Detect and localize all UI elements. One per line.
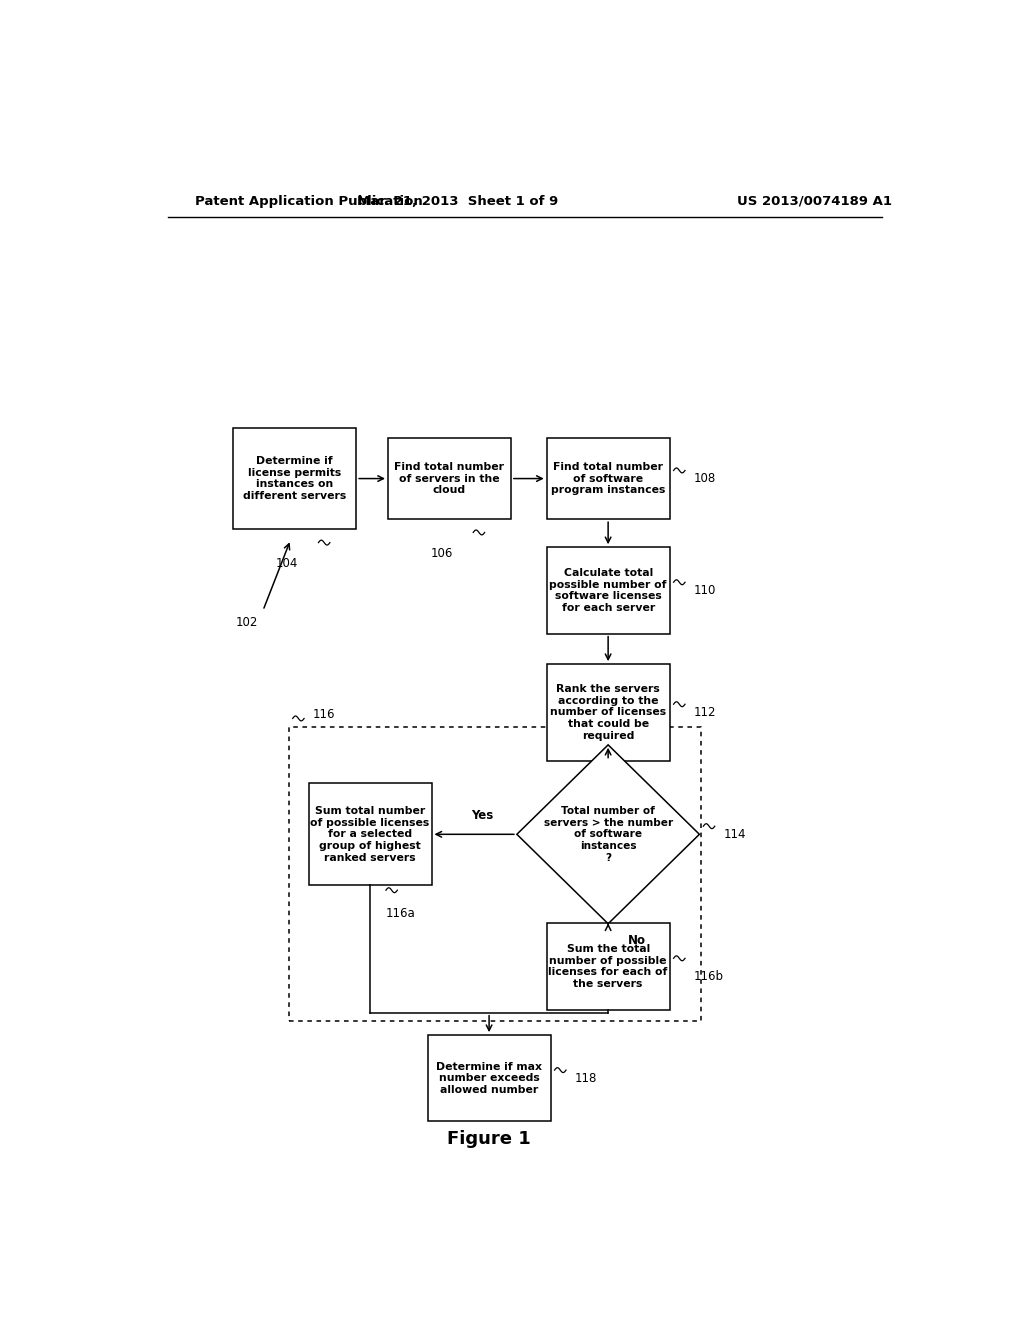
Text: Find total number
of software
program instances: Find total number of software program in… bbox=[551, 462, 666, 495]
Text: 116a: 116a bbox=[386, 907, 416, 920]
FancyBboxPatch shape bbox=[547, 664, 670, 760]
Text: Rank the servers
according to the
number of licenses
that could be
required: Rank the servers according to the number… bbox=[550, 684, 667, 741]
Text: 108: 108 bbox=[693, 473, 716, 484]
Text: 114: 114 bbox=[723, 828, 745, 841]
Bar bbox=[289, 726, 701, 1020]
Text: Figure 1: Figure 1 bbox=[447, 1130, 531, 1148]
Text: 110: 110 bbox=[693, 583, 716, 597]
Text: No: No bbox=[628, 935, 646, 946]
Text: 118: 118 bbox=[574, 1072, 597, 1085]
Text: 102: 102 bbox=[236, 615, 258, 628]
FancyBboxPatch shape bbox=[428, 1035, 551, 1122]
FancyBboxPatch shape bbox=[547, 923, 670, 1010]
Text: Sum total number
of possible licenses
for a selected
group of highest
ranked ser: Sum total number of possible licenses fo… bbox=[310, 807, 430, 862]
FancyBboxPatch shape bbox=[547, 438, 670, 519]
Text: Determine if max
number exceeds
allowed number: Determine if max number exceeds allowed … bbox=[436, 1061, 542, 1094]
FancyBboxPatch shape bbox=[233, 428, 356, 529]
Text: Sum the total
number of possible
licenses for each of
the servers: Sum the total number of possible license… bbox=[549, 944, 668, 989]
FancyBboxPatch shape bbox=[308, 784, 431, 886]
Text: 104: 104 bbox=[275, 557, 298, 570]
Text: US 2013/0074189 A1: US 2013/0074189 A1 bbox=[737, 194, 892, 207]
Text: 116b: 116b bbox=[693, 970, 723, 983]
Text: Calculate total
possible number of
software licenses
for each server: Calculate total possible number of softw… bbox=[550, 568, 667, 612]
Text: Patent Application Publication: Patent Application Publication bbox=[196, 194, 423, 207]
Text: Determine if
license permits
instances on
different servers: Determine if license permits instances o… bbox=[243, 457, 346, 502]
Text: 112: 112 bbox=[693, 706, 716, 719]
Text: Find total number
of servers in the
cloud: Find total number of servers in the clou… bbox=[394, 462, 505, 495]
Polygon shape bbox=[517, 744, 699, 924]
Text: Yes: Yes bbox=[471, 809, 494, 822]
Text: Total number of
servers > the number
of software
instances
?: Total number of servers > the number of … bbox=[544, 807, 673, 862]
Text: Mar. 21, 2013  Sheet 1 of 9: Mar. 21, 2013 Sheet 1 of 9 bbox=[356, 194, 558, 207]
Text: 106: 106 bbox=[430, 546, 453, 560]
FancyBboxPatch shape bbox=[547, 548, 670, 634]
Text: 116: 116 bbox=[312, 709, 335, 722]
FancyBboxPatch shape bbox=[388, 438, 511, 519]
